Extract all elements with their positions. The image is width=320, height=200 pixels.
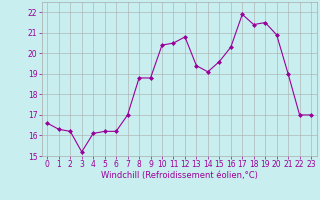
X-axis label: Windchill (Refroidissement éolien,°C): Windchill (Refroidissement éolien,°C) bbox=[101, 171, 258, 180]
